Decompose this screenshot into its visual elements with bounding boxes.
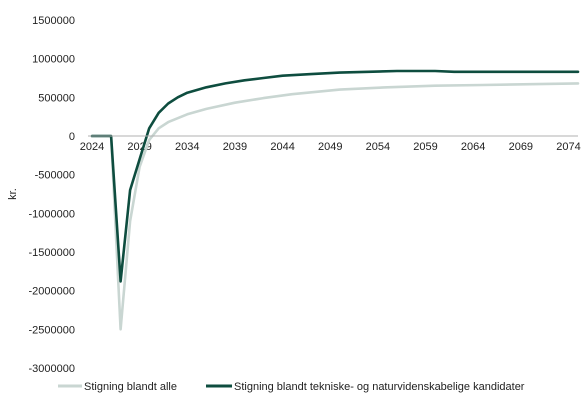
x-tick-label: 2074 xyxy=(556,141,580,153)
y-tick-label: -1000000 xyxy=(29,208,76,220)
legend: Stigning blandt alle Stigning blandt tekn… xyxy=(58,381,525,393)
y-axis-ticks: 1500000 1000000 500000 0 -500000 -1000000 -150… xyxy=(29,15,76,375)
y-tick-label: 1000000 xyxy=(32,54,75,66)
y-tick-label: -3000000 xyxy=(29,363,76,375)
y-tick-label: 0 xyxy=(69,131,75,143)
series-line-2 xyxy=(90,69,580,283)
x-tick-label: 2034 xyxy=(175,141,199,153)
x-tick-label: 2054 xyxy=(366,141,390,153)
y-tick-label: 500000 xyxy=(38,92,75,104)
y-tick-label: -2500000 xyxy=(29,324,76,336)
x-tick-label: 2064 xyxy=(461,141,485,153)
x-tick-label: 2059 xyxy=(413,141,437,153)
legend-label-1: Stigning blandt alle xyxy=(84,381,177,393)
y-tick-label: -1500000 xyxy=(29,247,76,259)
x-tick-label: 2069 xyxy=(509,141,533,153)
x-tick-label: 2039 xyxy=(223,141,247,153)
series-lines xyxy=(90,69,580,331)
series-line-1 xyxy=(90,82,580,331)
x-tick-label: 2044 xyxy=(270,141,294,153)
x-axis-ticks: 2024 2029 2034 2039 2044 2049 2054 2059 2064 2069… xyxy=(80,141,581,153)
y-tick-label: -500000 xyxy=(35,170,75,182)
y-axis-label: kr. xyxy=(7,188,19,200)
x-tick-label: 2024 xyxy=(80,141,104,153)
x-tick-label: 2049 xyxy=(318,141,342,153)
y-tick-label: -2000000 xyxy=(29,286,76,298)
legend-label-2: Stigning blandt tekniske- og naturvidens… xyxy=(234,381,525,393)
y-tick-label: 1500000 xyxy=(32,15,75,27)
